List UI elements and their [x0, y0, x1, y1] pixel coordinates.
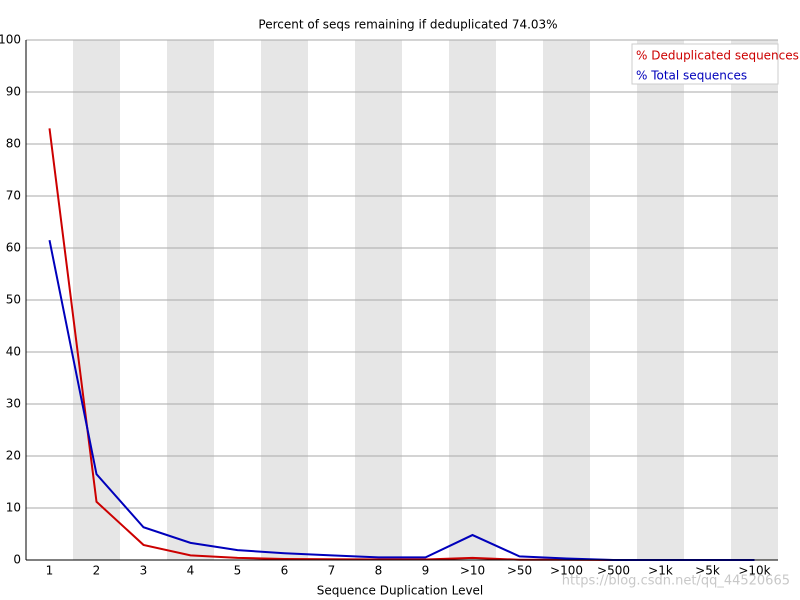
x-tick-label: 9: [422, 564, 430, 578]
y-tick-label: 20: [6, 449, 21, 463]
x-tick-label: 4: [187, 564, 195, 578]
x-tick-label: >10k: [738, 564, 770, 578]
x-tick-label: >5k: [695, 564, 720, 578]
x-tick-label: 1: [46, 564, 54, 578]
x-axis-label: Sequence Duplication Level: [317, 584, 484, 598]
x-tick-label: >100: [550, 564, 583, 578]
legend-entry: % Deduplicated sequences: [636, 49, 799, 63]
x-tick-label: 7: [328, 564, 336, 578]
y-tick-label: 80: [6, 137, 21, 151]
y-tick-label: 70: [6, 189, 21, 203]
x-tick-label: 5: [234, 564, 242, 578]
legend: % Deduplicated sequences % Total sequence…: [631, 43, 799, 85]
x-tick-label: 6: [281, 564, 289, 578]
x-tick-label: >10: [460, 564, 485, 578]
x-tick-label: 2: [93, 564, 101, 578]
legend-entry: % Total sequences: [636, 69, 747, 83]
watermark: https://blog.csdn.net/qq_44520665: [562, 574, 790, 589]
x-tick-label: 3: [140, 564, 148, 578]
x-tick-label: >500: [597, 564, 630, 578]
x-tick-label: 8: [375, 564, 383, 578]
y-tick-label: 0: [13, 553, 21, 567]
x-tick-label: >50: [507, 564, 532, 578]
y-tick-label: 100: [0, 33, 21, 47]
chart-title: Percent of seqs remaining if deduplicate…: [258, 18, 557, 32]
y-tick-label: 10: [6, 501, 21, 515]
legend-box: [631, 43, 779, 85]
y-tick-label: 50: [6, 293, 21, 307]
y-tick-label: 30: [6, 397, 21, 411]
grid: [26, 39, 778, 561]
y-tick-label: 90: [6, 85, 21, 99]
x-tick-label: >1k: [648, 564, 673, 578]
y-tick-label: 40: [6, 345, 21, 359]
y-tick-label: 60: [6, 241, 21, 255]
